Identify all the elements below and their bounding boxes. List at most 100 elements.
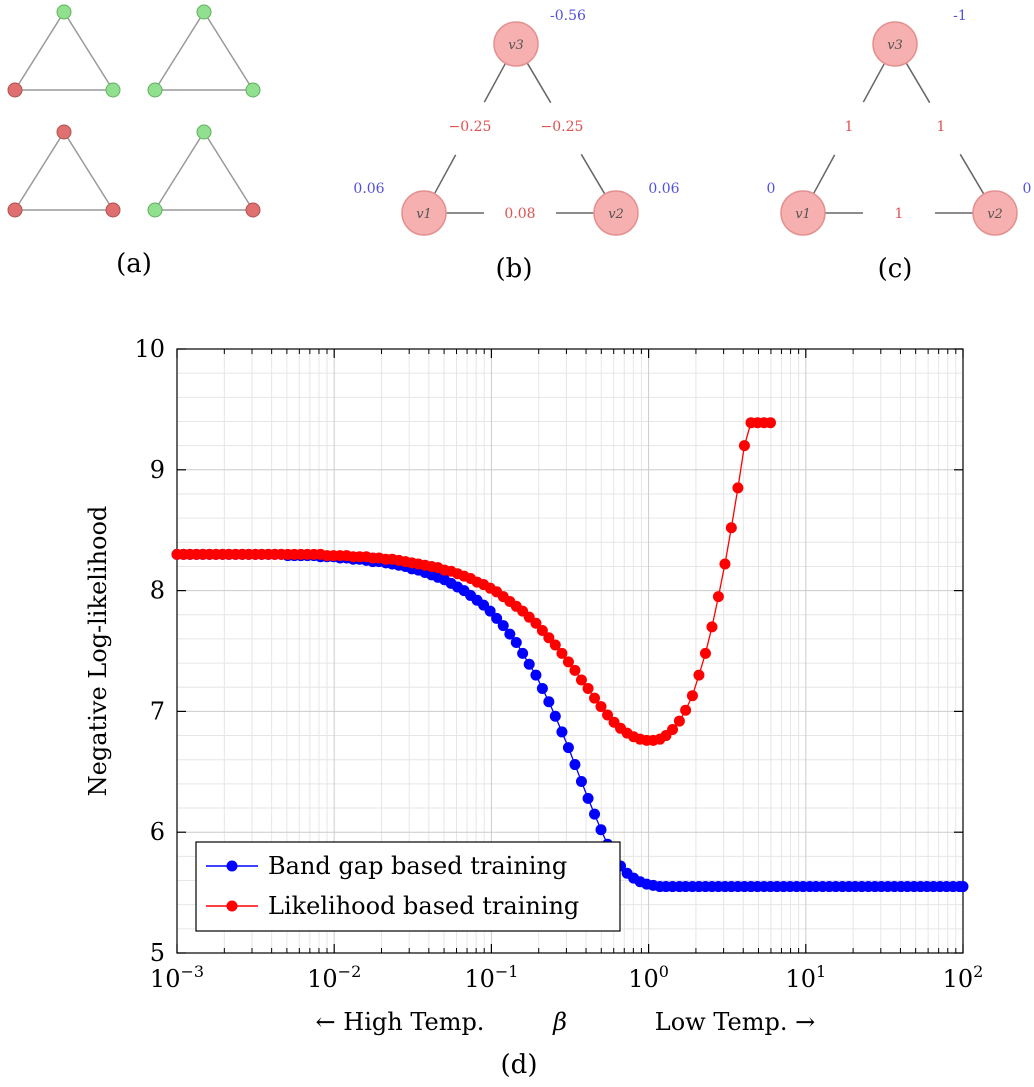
data-point	[536, 682, 548, 694]
triangle-edge	[203, 131, 254, 211]
triangle-4	[147, 124, 261, 218]
node-top	[56, 4, 72, 20]
y-tick-label: 10	[134, 335, 165, 363]
data-point	[712, 591, 724, 603]
y-axis-label: Negative Log-likelihood	[84, 506, 112, 797]
series-layer	[171, 417, 969, 893]
triangle-edge	[14, 131, 65, 211]
x-tick-label: 10−1	[464, 962, 518, 993]
panel-a	[7, 4, 261, 218]
data-point	[569, 759, 581, 771]
legend-marker	[226, 860, 238, 872]
x-tick-exponent: 2	[973, 962, 983, 981]
data-point	[595, 824, 607, 836]
x-tick-base: 10	[785, 965, 816, 993]
data-point	[549, 710, 561, 722]
data-point	[517, 647, 529, 659]
data-point	[510, 637, 522, 649]
panel-b: v3 -0.56 v1 0.06 v2 0.06 −0.25 −0.25 0.08	[353, 8, 680, 236]
x-tick-base: 10	[943, 965, 974, 993]
node-left	[780, 190, 826, 236]
data-point	[562, 742, 574, 754]
node-weight-right: 0	[1023, 181, 1032, 197]
data-point	[686, 690, 698, 702]
data-point	[595, 701, 607, 713]
node-top	[196, 4, 212, 20]
node-right	[105, 82, 121, 98]
node-top	[196, 124, 212, 140]
y-tick-label: 8	[150, 577, 165, 605]
triangle-edge	[203, 11, 254, 91]
x-tick-exponent: 1	[816, 962, 826, 981]
caption-b: (b)	[496, 254, 533, 284]
node-label-top: v3	[508, 38, 524, 53]
data-point	[589, 692, 601, 704]
node-weight-right: 0.06	[648, 181, 679, 197]
data-point	[530, 669, 542, 681]
data-point	[957, 881, 969, 893]
edge-weight-bottom: 1	[895, 206, 904, 222]
edge-weight-bottom: 0.08	[504, 206, 535, 222]
node-right	[593, 190, 639, 236]
data-point	[562, 656, 574, 668]
x-axis-label-right: Low Temp. →	[655, 1008, 815, 1036]
panel-c: v3 -1 v1 0 v2 0 1 1 1	[767, 8, 1032, 236]
data-point	[764, 417, 776, 429]
edge-left	[433, 154, 457, 195]
triangle-2	[147, 4, 261, 98]
x-tick-label: 101	[785, 962, 826, 993]
x-axis-label-left: ← High Temp.	[316, 1008, 485, 1036]
data-point	[569, 664, 581, 676]
triangle-3	[7, 124, 121, 218]
data-point	[575, 775, 587, 787]
series-2	[171, 417, 776, 746]
edge-right	[580, 153, 606, 195]
y-tick-label: 6	[150, 818, 165, 846]
data-point	[693, 669, 705, 681]
legend: Band gap based training Likelihood based …	[195, 841, 621, 932]
node-left	[147, 82, 163, 98]
legend-entry: Band gap based training	[268, 852, 567, 880]
node-label-left: v1	[416, 207, 432, 222]
data-point	[602, 709, 614, 721]
data-point	[738, 440, 750, 452]
caption-a: (a)	[116, 249, 152, 279]
data-point	[582, 682, 594, 694]
node-weight-left: 0.06	[353, 181, 384, 197]
x-tick-label: 102	[943, 962, 984, 993]
triangle-edge	[14, 11, 65, 91]
data-point	[699, 647, 711, 659]
node-label-top: v3	[887, 38, 903, 53]
x-tick-label: 100	[628, 962, 669, 993]
x-tick-base: 10	[307, 965, 338, 993]
series-1	[171, 548, 969, 893]
data-point	[484, 605, 496, 617]
edge-weight-right: 1	[937, 119, 946, 135]
data-point	[556, 726, 568, 738]
edge-left	[483, 62, 507, 103]
triangle-edge	[63, 11, 114, 91]
legend-entry: Likelihood based training	[268, 892, 579, 920]
data-point	[543, 632, 555, 644]
data-point	[725, 522, 737, 534]
data-point	[719, 558, 731, 570]
caption-d: (d)	[501, 1050, 538, 1080]
y-tick-label: 7	[150, 697, 165, 725]
node-label-right: v2	[608, 207, 624, 222]
edge-left	[862, 62, 886, 103]
node-weight-top: -0.56	[550, 8, 586, 24]
node-top	[872, 21, 918, 67]
x-axis-label-symbol: β	[552, 1008, 567, 1036]
data-point	[706, 621, 718, 633]
data-point	[667, 724, 679, 736]
node-left	[147, 202, 163, 218]
y-tick-label: 9	[150, 456, 165, 484]
edge-left	[812, 154, 836, 195]
triangle-edge	[154, 11, 205, 91]
edge-weight-right: −0.25	[541, 119, 584, 135]
data-point	[491, 612, 503, 624]
legend-marker	[226, 900, 238, 912]
data-point	[536, 624, 548, 636]
